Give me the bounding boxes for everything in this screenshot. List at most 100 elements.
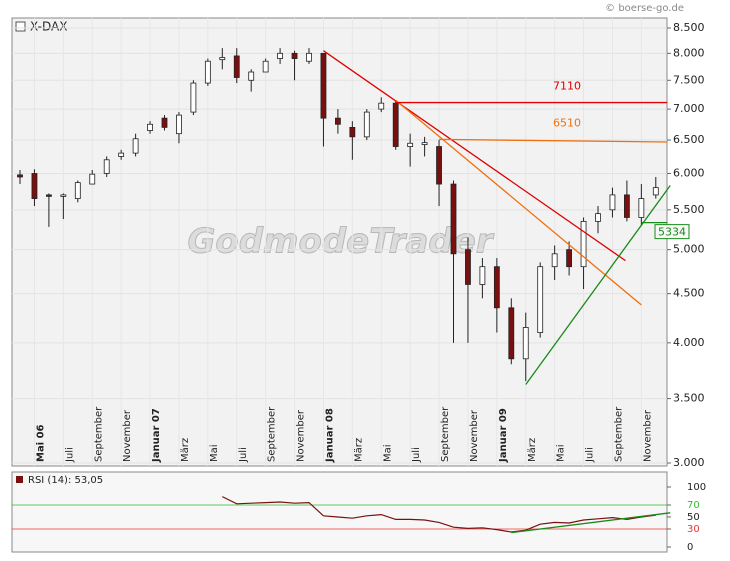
candle-body xyxy=(407,142,414,147)
candle-body xyxy=(652,187,659,196)
y-tick-label: 7.000 xyxy=(673,102,705,115)
x-tick-label: Januar 07 xyxy=(151,408,162,463)
candle-body xyxy=(537,266,544,333)
candle-body xyxy=(161,117,168,128)
chart-title: X-DAX xyxy=(30,20,67,34)
y-tick-label: 3.000 xyxy=(673,456,705,469)
x-tick-label: März xyxy=(353,438,364,462)
candle-body xyxy=(624,194,630,218)
candle-body xyxy=(363,111,370,138)
y-tick-label: 50 xyxy=(687,512,700,523)
y-tick-label: 0 xyxy=(687,542,693,553)
line-label-box xyxy=(654,224,690,240)
y-tick-label: 4.500 xyxy=(673,287,705,300)
candle-body xyxy=(219,57,226,61)
candle-body xyxy=(262,60,269,73)
title-icon xyxy=(15,21,26,32)
x-tick-label: Mai xyxy=(382,444,393,462)
candle-body xyxy=(204,60,211,84)
candle-body xyxy=(74,182,81,199)
x-tick-label: November xyxy=(122,409,133,462)
candle-body xyxy=(349,126,356,138)
x-tick-label: November xyxy=(469,409,480,462)
candle-body xyxy=(334,117,341,125)
candle-body xyxy=(566,249,572,268)
y-tick-label: 4.000 xyxy=(673,336,705,349)
candle-body xyxy=(450,183,457,255)
candle-body xyxy=(190,82,197,113)
candle-body xyxy=(421,142,428,145)
candle-body xyxy=(306,52,312,62)
candle-body xyxy=(465,249,471,285)
candle-body xyxy=(248,71,255,81)
candle-body xyxy=(277,52,284,59)
line-label: 5334 xyxy=(658,226,686,239)
candle-body xyxy=(436,146,442,185)
candle-body xyxy=(103,159,110,174)
candle-body xyxy=(493,266,500,309)
candle-body xyxy=(31,173,38,199)
x-tick-label: Januar 08 xyxy=(324,408,335,463)
x-tick-label: November xyxy=(642,409,653,462)
candle-body xyxy=(522,327,529,360)
trend-line xyxy=(323,50,626,262)
candle-body xyxy=(580,220,587,268)
x-tick-label: Juli xyxy=(238,447,249,463)
candle-body xyxy=(378,102,385,110)
candle-body xyxy=(147,123,153,131)
x-tick-label: März xyxy=(527,438,538,462)
candle-body xyxy=(176,114,182,135)
y-tick-label: 30 xyxy=(687,524,700,535)
x-tick-label: März xyxy=(180,438,191,462)
candle-body xyxy=(291,52,298,59)
trend-line xyxy=(395,99,642,306)
candle-body xyxy=(551,253,558,268)
y-tick-label: 100 xyxy=(687,482,706,493)
candle-body xyxy=(46,194,52,197)
x-tick-label: September xyxy=(267,406,278,462)
candle-body xyxy=(118,152,125,157)
candle-body xyxy=(17,174,23,178)
x-tick-label: Juli xyxy=(585,447,596,463)
rsi-line xyxy=(222,496,656,533)
rsi-title: RSI (14): 53,05 xyxy=(28,475,103,486)
x-tick-label: Mai 06 xyxy=(35,424,46,462)
candle-body xyxy=(132,138,139,154)
x-tick-label: September xyxy=(613,406,624,462)
y-tick-label: 3.500 xyxy=(673,392,705,405)
y-tick-label: 5.500 xyxy=(673,203,705,216)
y-tick-label: 5.000 xyxy=(673,243,705,256)
candle-body xyxy=(595,213,601,222)
candle-body xyxy=(89,173,96,185)
line-label: 6510 xyxy=(553,116,581,129)
x-tick-label: Mai xyxy=(209,444,220,462)
y-tick-label: 70 xyxy=(687,500,700,511)
candle-body xyxy=(609,194,616,211)
rsi-panel xyxy=(11,471,668,553)
x-tick-label: Mai xyxy=(556,444,567,462)
source: © boerse-go.de xyxy=(605,3,684,14)
x-tick-label: Januar 09 xyxy=(498,408,509,463)
x-tick-label: Juli xyxy=(64,447,75,463)
trend-line xyxy=(525,185,671,385)
x-tick-label: September xyxy=(440,406,451,462)
y-tick-label: 8.500 xyxy=(673,21,705,34)
y-tick-label: 6.500 xyxy=(673,133,705,146)
rsi-icon xyxy=(16,476,23,483)
candle-body xyxy=(233,55,240,78)
y-tick-label: 6.000 xyxy=(673,166,705,179)
y-tick-label: 7.500 xyxy=(673,73,705,86)
candle-body xyxy=(392,102,399,147)
watermark: GodmodeTrader xyxy=(187,222,494,262)
candle-body xyxy=(320,52,327,119)
x-tick-label: September xyxy=(93,406,104,462)
x-tick-label: November xyxy=(296,409,307,462)
trend-line xyxy=(439,138,668,143)
candle-body xyxy=(479,266,486,285)
y-tick-label: 8.000 xyxy=(673,46,705,59)
candle-body xyxy=(508,307,515,360)
line-label: 7110 xyxy=(553,80,581,93)
candle-body xyxy=(60,194,67,197)
x-tick-label: Juli xyxy=(411,447,422,463)
